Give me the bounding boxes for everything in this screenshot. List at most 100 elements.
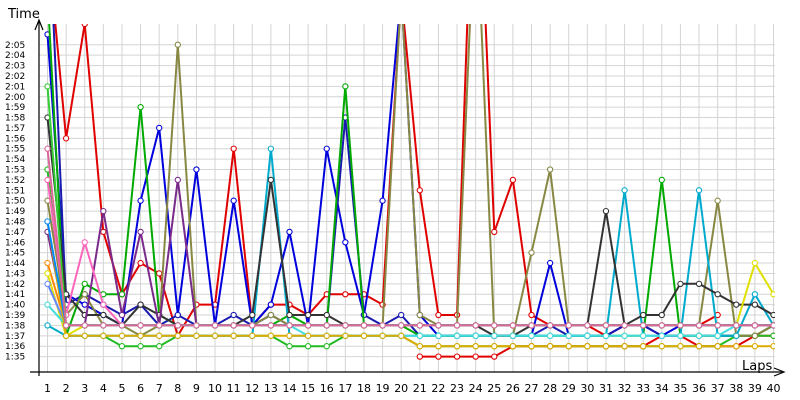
data-point bbox=[751, 301, 759, 308]
data-point bbox=[62, 322, 70, 329]
data-point bbox=[81, 280, 88, 287]
data-point bbox=[695, 280, 703, 287]
data-point bbox=[621, 343, 628, 350]
data-point bbox=[267, 301, 275, 308]
data-point bbox=[695, 187, 703, 194]
data-point bbox=[546, 259, 554, 267]
data-point bbox=[118, 322, 126, 329]
data-point bbox=[118, 332, 126, 339]
y-tick-label: 1:36 bbox=[5, 342, 25, 352]
data-point bbox=[658, 176, 665, 184]
data-point bbox=[156, 124, 163, 132]
data-point bbox=[472, 332, 479, 339]
x-tick-label: 36 bbox=[692, 382, 706, 395]
y-tick-label: 1:58 bbox=[5, 114, 25, 124]
x-tick-label: 34 bbox=[655, 382, 669, 395]
data-point bbox=[81, 322, 88, 329]
data-point bbox=[453, 343, 461, 350]
data-point bbox=[677, 280, 684, 287]
data-point bbox=[546, 332, 554, 339]
data-point bbox=[435, 353, 442, 360]
data-point bbox=[621, 332, 628, 339]
y-tick-label: 1:38 bbox=[5, 321, 25, 331]
x-tick-label: 15 bbox=[301, 382, 315, 395]
x-tick-label: 14 bbox=[283, 382, 297, 395]
x-tick-label: 6 bbox=[137, 382, 144, 395]
data-point bbox=[137, 197, 144, 204]
data-point bbox=[509, 322, 517, 329]
data-point bbox=[286, 322, 293, 329]
data-point bbox=[677, 343, 684, 350]
data-point bbox=[304, 332, 312, 339]
data-point bbox=[379, 332, 386, 339]
x-tick-label: 7 bbox=[156, 382, 163, 395]
y-tick-label: 2:01 bbox=[5, 82, 25, 92]
y-tick-label: 1:56 bbox=[5, 134, 25, 144]
data-point bbox=[584, 322, 591, 329]
data-point bbox=[100, 301, 107, 308]
x-tick-label: 30 bbox=[580, 382, 594, 395]
data-point bbox=[509, 343, 517, 350]
data-point bbox=[733, 322, 740, 329]
y-tick-label: 1:44 bbox=[5, 259, 25, 269]
data-point bbox=[528, 343, 535, 350]
x-tick-label: 1 bbox=[44, 382, 51, 395]
data-point bbox=[677, 322, 684, 329]
data-point bbox=[137, 259, 144, 267]
data-point bbox=[323, 145, 330, 152]
y-axis-arrow bbox=[34, 18, 44, 31]
x-tick-label: 17 bbox=[338, 382, 352, 395]
data-point bbox=[453, 322, 461, 329]
y-tick-label: 1:54 bbox=[5, 155, 25, 165]
x-tick-label: 10 bbox=[208, 382, 222, 395]
x-tick-label: 37 bbox=[711, 382, 725, 395]
data-point bbox=[695, 343, 703, 350]
y-tick-label: 1:42 bbox=[5, 280, 25, 290]
x-tick-label: 33 bbox=[636, 382, 650, 395]
data-point bbox=[286, 343, 293, 350]
data-point bbox=[267, 332, 275, 339]
data-point bbox=[714, 322, 721, 329]
data-point bbox=[621, 322, 628, 329]
x-tick-label: 20 bbox=[394, 382, 408, 395]
data-point bbox=[267, 145, 275, 152]
data-point bbox=[193, 166, 200, 173]
data-point bbox=[472, 322, 479, 329]
data-point bbox=[528, 332, 535, 339]
data-point bbox=[211, 322, 219, 329]
data-point bbox=[695, 332, 703, 339]
data-point bbox=[249, 322, 256, 329]
data-point bbox=[528, 311, 535, 319]
data-point bbox=[602, 332, 610, 339]
data-point bbox=[267, 311, 275, 319]
x-tick-label: 18 bbox=[357, 382, 371, 395]
data-point bbox=[770, 322, 775, 329]
data-point bbox=[640, 343, 647, 350]
x-tick-label: 25 bbox=[487, 382, 501, 395]
data-point bbox=[491, 228, 498, 236]
data-point bbox=[304, 311, 312, 319]
data-point bbox=[193, 332, 200, 339]
data-point bbox=[137, 343, 144, 350]
data-point bbox=[81, 239, 88, 246]
y-tick-label: 1:53 bbox=[5, 166, 25, 176]
axes bbox=[30, 18, 786, 377]
data-point bbox=[249, 311, 256, 319]
series-line bbox=[46, 148, 774, 327]
x-tick-label: 26 bbox=[506, 382, 520, 395]
data-point bbox=[565, 332, 572, 339]
data-point bbox=[137, 104, 144, 111]
data-point bbox=[677, 332, 684, 339]
data-point bbox=[528, 322, 535, 329]
data-point bbox=[267, 176, 275, 184]
data-point bbox=[602, 207, 610, 215]
x-tick-label: 19 bbox=[376, 382, 390, 395]
data-point bbox=[416, 353, 423, 360]
y-tick-label: 1:39 bbox=[5, 311, 25, 321]
data-point bbox=[416, 332, 423, 339]
x-tick-label: 16 bbox=[320, 382, 334, 395]
data-point bbox=[584, 343, 591, 350]
data-point bbox=[230, 322, 237, 329]
y-axis-title: Time bbox=[7, 7, 40, 22]
x-tick-label: 31 bbox=[599, 382, 613, 395]
